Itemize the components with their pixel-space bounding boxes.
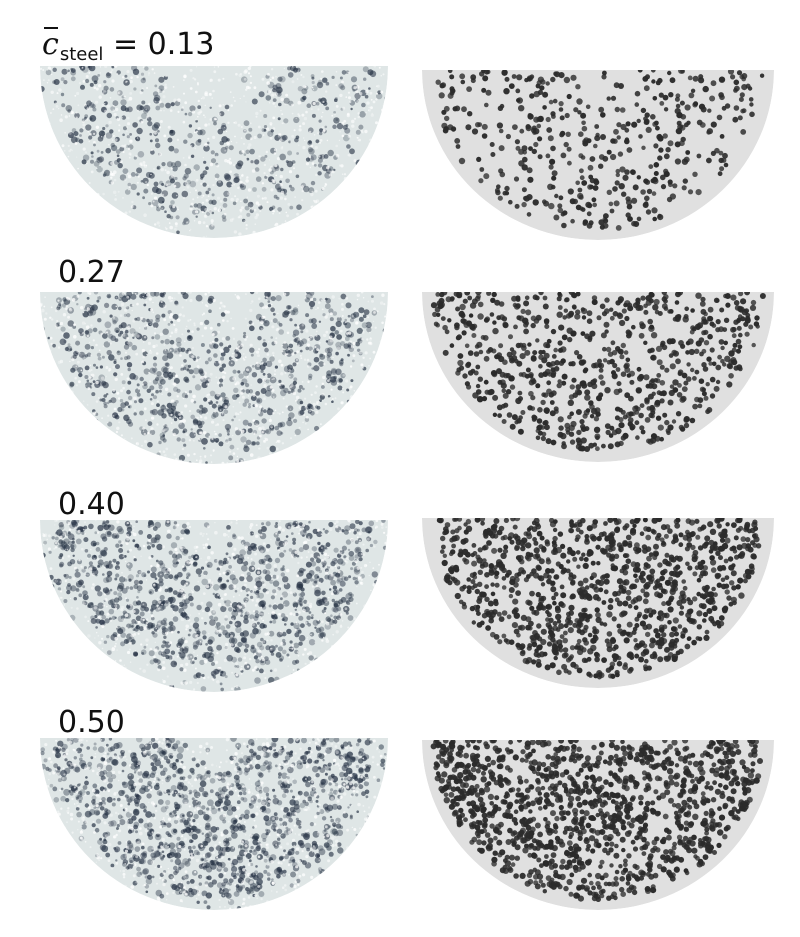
simulation-bowl-3 [422, 518, 774, 688]
row-label-3: 0.40 [58, 490, 125, 520]
row-label-4: 0.50 [58, 708, 125, 738]
c-bar-symbol: c [42, 27, 59, 62]
concentration-value-3: 0.40 [58, 487, 125, 522]
equals-sign: = [103, 27, 148, 62]
simulation-bowl-1 [422, 70, 774, 240]
experiment-bowl-1 [40, 66, 388, 238]
concentration-value-4: 0.50 [58, 705, 125, 740]
row-label-2: 0.27 [58, 258, 125, 288]
simulation-bowl-2 [422, 292, 774, 462]
experiment-bowl-4 [40, 738, 388, 910]
experiment-bowl-2 [40, 292, 388, 464]
steel-subscript: steel [59, 44, 104, 65]
experiment-bowl-3 [40, 520, 388, 692]
row-label-1: csteel = 0.13 [42, 27, 215, 65]
concentration-value-1: 0.13 [147, 27, 215, 62]
concentration-value-2: 0.27 [58, 255, 125, 290]
simulation-bowl-4 [422, 740, 774, 910]
